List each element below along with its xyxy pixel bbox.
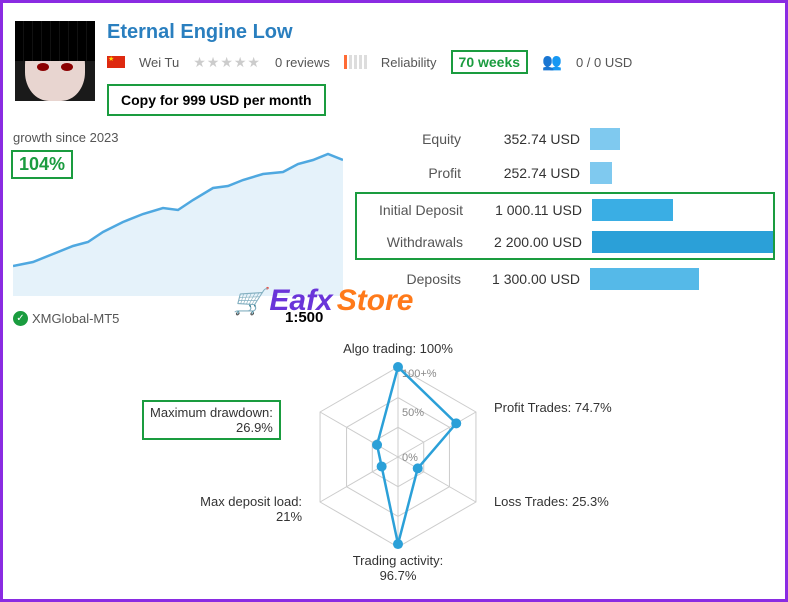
stat-value: 352.74 USD bbox=[475, 131, 590, 147]
stat-row: Initial Deposit1 000.11 USD bbox=[357, 194, 773, 226]
svg-text:50%: 50% bbox=[402, 407, 424, 419]
stat-bar bbox=[590, 268, 699, 290]
svg-text:0%: 0% bbox=[402, 452, 418, 464]
stat-bar bbox=[592, 199, 673, 221]
svg-text:100+%: 100+% bbox=[402, 368, 437, 380]
radar-axis-label: Trading activity:96.7% bbox=[318, 553, 478, 583]
watermark-logo: 🛒 EafxStore bbox=[233, 284, 413, 318]
copy-subscribe-button[interactable]: Copy for 999 USD per month bbox=[107, 84, 326, 116]
stat-row: Equity352.74 USD bbox=[355, 122, 775, 156]
radar-chart-section: 100+% 50% 0% Algo trading: 100% Profit Trad… bbox=[3, 338, 785, 588]
weeks-badge: 70 weeks bbox=[451, 50, 529, 74]
radar-axis-label: Loss Trades: 25.3% bbox=[494, 494, 654, 509]
stat-label: Initial Deposit bbox=[357, 202, 477, 218]
stat-row: Deposits1 300.00 USD bbox=[355, 262, 775, 296]
investors-icon: 👥 bbox=[542, 52, 562, 72]
stats-highlight-box: Initial Deposit1 000.11 USDWithdrawals2 … bbox=[355, 192, 775, 260]
stats-panel: Equity352.74 USDProfit252.74 USDInitial … bbox=[355, 122, 775, 296]
stat-row: Profit252.74 USD bbox=[355, 156, 775, 190]
stat-value: 252.74 USD bbox=[475, 165, 590, 181]
reliability-bars-icon bbox=[344, 55, 367, 69]
radar-axis-label: Profit Trades: 74.7% bbox=[494, 400, 654, 415]
stat-value: 1 000.11 USD bbox=[477, 202, 592, 218]
verified-icon: ✓ bbox=[13, 311, 28, 326]
radar-axis-label: Algo trading: 100% bbox=[318, 341, 478, 356]
stat-label: Profit bbox=[355, 165, 475, 181]
rating-stars: ★★★★★ bbox=[193, 54, 261, 71]
radar-chart: 100+% 50% 0% bbox=[283, 342, 513, 572]
stat-value: 2 200.00 USD bbox=[477, 234, 592, 250]
stat-label: Withdrawals bbox=[357, 234, 477, 250]
stat-bar bbox=[590, 162, 612, 184]
cart-icon: 🛒 bbox=[233, 286, 265, 317]
radar-axis-label: Maximum drawdown:26.9% bbox=[142, 400, 281, 440]
author-name[interactable]: Wei Tu bbox=[139, 55, 179, 70]
stat-bar bbox=[592, 231, 773, 253]
stat-label: Equity bbox=[355, 131, 475, 147]
stat-row: Withdrawals2 200.00 USD bbox=[357, 226, 773, 258]
growth-chart bbox=[13, 136, 343, 296]
reliability-label: Reliability bbox=[381, 55, 437, 70]
watermark-text-2: Store bbox=[337, 284, 414, 318]
broker-label: XMGlobal-MT5 bbox=[32, 311, 119, 326]
avatar bbox=[15, 21, 95, 101]
broker-name[interactable]: ✓ XMGlobal-MT5 bbox=[13, 311, 119, 326]
watermark-text-1: Eafx bbox=[269, 284, 332, 318]
reviews-count[interactable]: 0 reviews bbox=[275, 55, 330, 70]
radar-axis-label: Max deposit load:21% bbox=[142, 494, 302, 524]
stat-value: 1 300.00 USD bbox=[475, 271, 590, 287]
country-flag-icon bbox=[107, 56, 125, 68]
investors-value: 0 / 0 USD bbox=[576, 55, 632, 70]
stat-bar bbox=[590, 128, 620, 150]
page-title[interactable]: Eternal Engine Low bbox=[107, 21, 773, 44]
